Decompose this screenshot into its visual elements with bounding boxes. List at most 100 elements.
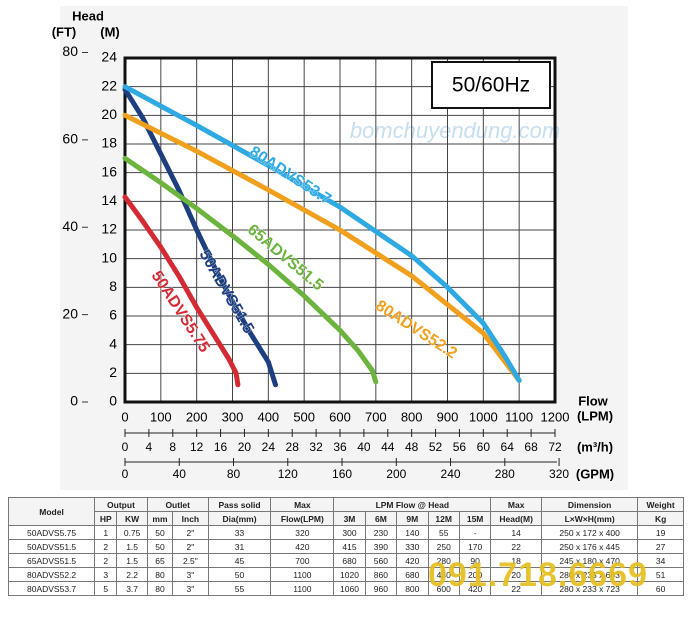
table-cell: 280 x 233 x 723 xyxy=(540,581,639,596)
y-tick-label: 2 xyxy=(109,364,117,380)
table-cell: 3" xyxy=(172,567,209,582)
table-cell: 320 xyxy=(270,525,335,540)
x2-tick-label: 52 xyxy=(429,440,443,454)
table-cell: 1020 xyxy=(333,567,366,582)
curve xyxy=(122,112,522,383)
header-cell: Max xyxy=(270,497,335,512)
subheader-cell: Flow(LPM) xyxy=(270,511,335,526)
y2-tick-label: 20 xyxy=(62,305,78,321)
annotation: 50/60Hz xyxy=(452,74,530,97)
x2-tick-label: 28 xyxy=(286,440,300,454)
table-cell: 65ADVS51.5 xyxy=(7,553,96,568)
table-cell: 2.5" xyxy=(172,553,209,568)
table-cell: 55 xyxy=(427,525,460,540)
table-cell: 1100 xyxy=(270,581,335,596)
subheader-cell: L×W×H(mm) xyxy=(540,511,639,526)
y-tick-label: 14 xyxy=(101,192,117,208)
x-tick-label: 900 xyxy=(437,409,459,424)
table-cell: 14 xyxy=(490,525,542,540)
table-cell: 19 xyxy=(637,525,684,540)
table-cell: 390 xyxy=(364,539,398,554)
table-cell: 415 xyxy=(333,539,366,554)
table-cell: 50 xyxy=(146,539,174,554)
table-cell: 3 xyxy=(94,567,118,582)
x-tick-label: 700 xyxy=(365,409,387,424)
x2-tick-label: 60 xyxy=(477,440,491,454)
y-tick-label: 6 xyxy=(109,307,117,323)
x2-tick-label: 20 xyxy=(238,440,252,454)
x2-tick-label: 4 xyxy=(146,440,153,454)
spec-table: Model Output Outlet Pass solid Max LPM Flow @… xyxy=(7,497,684,596)
header-cell: Dimension xyxy=(540,497,639,512)
table-cell: 230 xyxy=(364,525,398,540)
x2-tick-label: 56 xyxy=(453,440,467,454)
table-cell: 2 xyxy=(94,539,118,554)
plot-border xyxy=(123,56,557,404)
table-cell: 420 xyxy=(396,553,429,568)
subheader-cell: Kg xyxy=(637,511,684,526)
x2-tick-label: 16 xyxy=(214,440,228,454)
table-cell: 22 xyxy=(490,539,542,554)
table-cell: 80 xyxy=(146,581,174,596)
table-cell: 1.5 xyxy=(116,539,148,554)
x3-tick-label: 320 xyxy=(549,467,569,481)
table-row: 80ADVS53.7 5 3.7 80 3" 55 1100 1060 960 800 600 420… xyxy=(7,581,684,596)
table-cell: 60 xyxy=(637,581,684,596)
curve xyxy=(122,194,241,388)
table-cell: 680 xyxy=(333,553,366,568)
x-tick-label: 100 xyxy=(150,409,172,424)
x3-tick-label: 200 xyxy=(386,467,406,481)
table-cell: 31 xyxy=(207,539,272,554)
x-tick-label: 0 xyxy=(121,409,128,424)
y-tick-label: 24 xyxy=(101,49,117,65)
table-cell: 420 xyxy=(270,539,335,554)
curve xyxy=(122,87,278,388)
table-row: 50ADVS51.5 2 1.5 50 2" 31 420 415 390 330 250 170 22… xyxy=(7,539,684,554)
x2-tick-label: 44 xyxy=(381,440,395,454)
table-cell: 2" xyxy=(172,539,209,554)
x-tick-label: 300 xyxy=(222,409,244,424)
table-cell: 5 xyxy=(94,581,118,596)
table-cell: 65 xyxy=(146,553,174,568)
table-cell: 2.2 xyxy=(116,567,148,582)
table-cell: 3.7 xyxy=(116,581,148,596)
table-row: 80ADVS52.2 3 2.2 80 3" 50 1100 1020 860 680 430 200… xyxy=(7,567,684,582)
table-cell: 700 xyxy=(270,553,335,568)
subheader-cell: Head(M) xyxy=(490,511,542,526)
table-cell: 250 xyxy=(427,539,460,554)
table-cell: 680 xyxy=(396,567,429,582)
y2-tick-label: 60 xyxy=(62,131,78,147)
x3-tick-label: 240 xyxy=(441,467,461,481)
y-tick-label: 0 xyxy=(109,393,117,409)
table-cell: 170 xyxy=(458,539,492,554)
x-tick-label: 600 xyxy=(329,409,351,424)
x2-tick-label: 68 xyxy=(524,440,538,454)
subheader-cell: HP xyxy=(94,511,118,526)
table-cell: 300 xyxy=(333,525,366,540)
table-cell: 33 xyxy=(207,525,272,540)
subheader-cell: 3M xyxy=(333,511,366,526)
table-cell: 55 xyxy=(207,581,272,596)
header-cell: Weight xyxy=(637,497,684,512)
y-unit: (M) xyxy=(100,24,120,39)
x2-tick-label: 0 xyxy=(122,440,129,454)
table-cell: 1060 xyxy=(333,581,366,596)
annotation-box xyxy=(431,61,551,109)
subheader-cell: Inch xyxy=(172,511,209,526)
table-cell: 420 xyxy=(458,581,492,596)
y-tick-label: 4 xyxy=(109,335,117,351)
table-cell: 50 xyxy=(207,567,272,582)
table-cell: 560 xyxy=(364,553,398,568)
y2-tick-label: 80 xyxy=(62,43,78,59)
x-unit: (LPM) xyxy=(577,408,613,423)
table-cell: 800 xyxy=(396,581,429,596)
table-row: 50ADVS5.75 1 0.75 50 2" 33 320 300 230 140 55-14 25… xyxy=(7,525,684,540)
subheader-cell: 6M xyxy=(364,511,398,526)
y-label: Head xyxy=(72,8,104,23)
x2-tick-label: 8 xyxy=(169,440,176,454)
x3-tick-label: 80 xyxy=(227,467,241,481)
header-cell: Model xyxy=(7,497,96,526)
phone-overlay: 091.718.6669 xyxy=(428,556,648,594)
x3-tick-label: 160 xyxy=(332,467,352,481)
header-cell: Outlet xyxy=(146,497,209,512)
